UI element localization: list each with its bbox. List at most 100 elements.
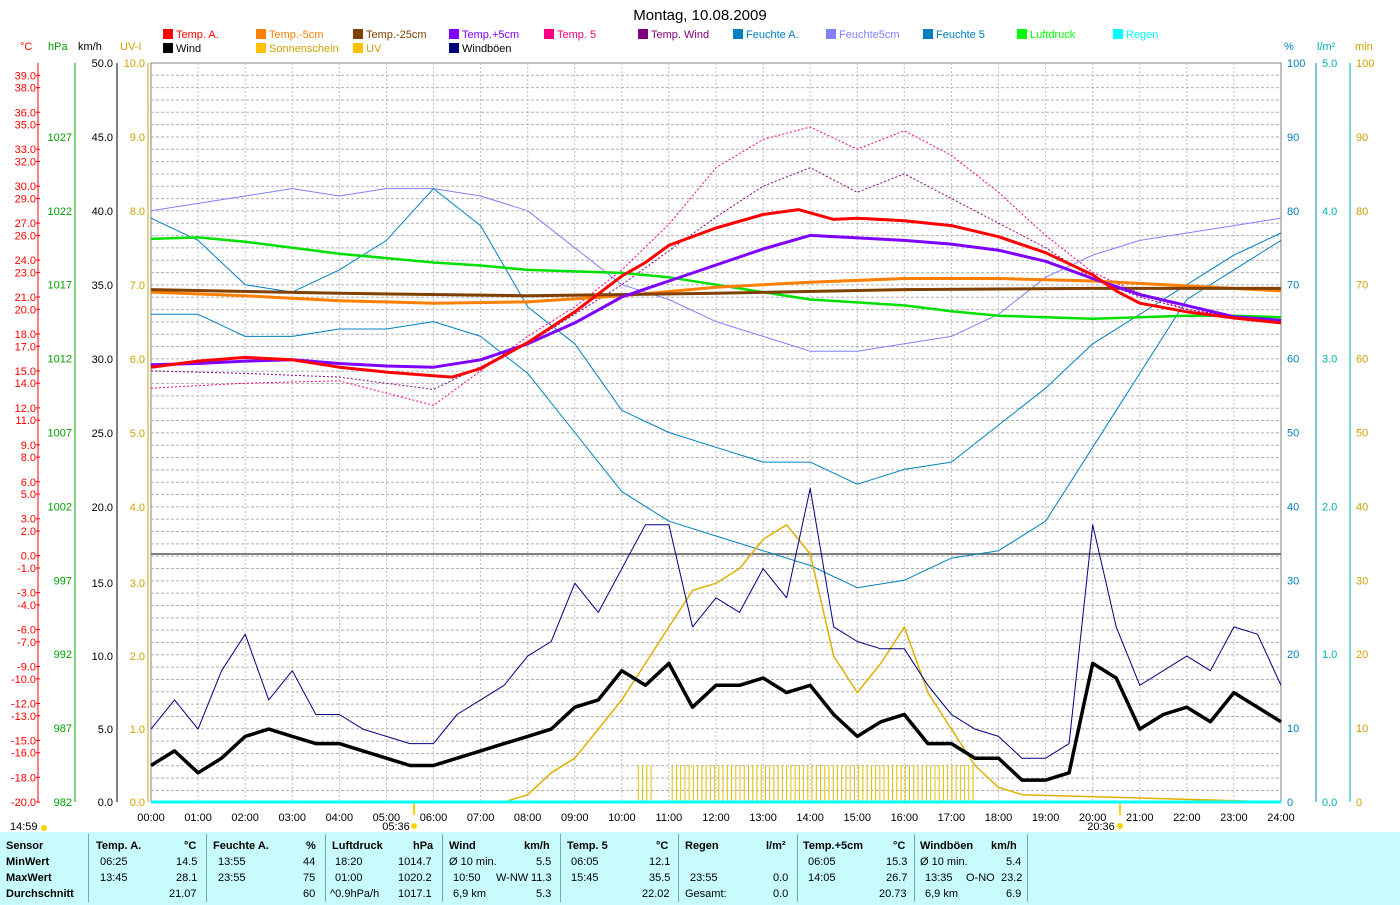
summary-luftdruck-avg: 1017.1: [398, 888, 432, 900]
pressure-tick: 1012: [48, 354, 72, 366]
wind-tick: 10.0: [92, 651, 113, 663]
summary-luftdruck-max-value: 1020.2: [398, 872, 432, 884]
summary-windboeen-unit: km/h: [991, 840, 1017, 852]
summary-temp-p5-max-time: 14:05: [808, 872, 836, 884]
minutes-tick: 40: [1356, 501, 1368, 513]
legend-label: Temp. 5: [557, 29, 596, 41]
sun-icon: [41, 825, 47, 831]
summary-temp-p5-header: Temp.+5cm: [803, 840, 864, 852]
legend: Temp. A. Temp.-5cm Temp.-25cm Temp.+5cm Temp…: [163, 29, 1158, 55]
legend-label: Temp. A.: [176, 29, 219, 41]
series-windb-en: [150, 487, 1282, 759]
temp-tick: -9.0: [17, 662, 36, 674]
temp-tick: 3.0: [21, 514, 36, 526]
sunrise-label: 05:36: [382, 821, 410, 832]
time-tick: 08:00: [514, 812, 542, 824]
wind-tick: 0.0: [98, 797, 113, 809]
time-tick: 03:00: [278, 812, 306, 824]
summary-windboeen-header: Windböen: [920, 840, 974, 852]
time-tick: 14:00: [796, 812, 824, 824]
summary-temp5-header: Temp. 5: [567, 840, 608, 852]
wind-tick: 5.0: [98, 724, 113, 736]
summary-temp-a-header: Temp. A.: [96, 840, 142, 852]
summary-luftdruck-min-value: 1014.7: [398, 856, 432, 868]
humidity-tick: 80: [1287, 206, 1299, 218]
temp-tick: 0.0: [21, 551, 36, 563]
wind-tick: 25.0: [92, 428, 113, 440]
legend-swatch: [163, 43, 173, 53]
series-layer: [150, 126, 1282, 804]
time-tick: 05:00: [373, 812, 401, 824]
minutes-unit: min: [1355, 41, 1373, 53]
summary-windboeen-max-dir: O-NO: [966, 872, 995, 884]
summary-regen-header: Regen: [685, 840, 719, 852]
humidity-tick: 70: [1287, 280, 1299, 292]
summary-feuchte-a-min-value: 44: [303, 856, 316, 868]
time-tick: 00:00: [137, 812, 165, 824]
legend-swatch: [163, 29, 173, 39]
temp-tick: -4.0: [17, 600, 36, 612]
temp-tick: 12.0: [15, 403, 36, 415]
time-tick: 17:00: [938, 812, 966, 824]
minutes-tick: 10: [1356, 723, 1368, 735]
rain-tick: 3.0: [1322, 354, 1337, 366]
temp-tick: 39.0: [15, 70, 36, 82]
summary-feuchte-a-header: Feuchte A.: [213, 840, 269, 852]
rain-tick: 4.0: [1322, 206, 1337, 218]
uv-tick: 4.0: [130, 502, 145, 514]
legend-swatch: [638, 29, 648, 39]
time-tick: 19:00: [1032, 812, 1060, 824]
series-wind: [150, 661, 1282, 782]
time-tick: 02:00: [231, 812, 259, 824]
humidity-tick: 0: [1287, 797, 1293, 809]
time-tick: 16:00: [891, 812, 919, 824]
summary-wind-dist-value: 5.3: [536, 888, 552, 900]
summary-temp-p5-min-value: 15.3: [886, 856, 908, 868]
temp-tick: -16.0: [11, 748, 36, 760]
summary-avg-label: Durchschnitt: [6, 888, 74, 900]
summary-wind-max-dir: W-NW: [496, 872, 529, 884]
legend-label: Temp. Wind: [651, 29, 709, 41]
temp-tick: 6.0: [21, 477, 36, 489]
legend-label: Sonnenschein: [269, 43, 339, 55]
summary-luftdruck-header: Luftdruck: [332, 840, 383, 852]
uv-tick: 10.0: [124, 58, 145, 70]
temp-tick: 36.0: [15, 107, 36, 119]
temp-tick: 26.0: [15, 230, 36, 242]
summary-regen-total-label: Gesamt:: [685, 888, 727, 900]
uv-tick: 5.0: [130, 428, 145, 440]
summary-luftdruck-min-time: 18:20: [335, 856, 363, 868]
temp-tick: -6.0: [17, 625, 36, 637]
summary-temp-a-max-value: 28.1: [176, 872, 198, 884]
temp-tick: -15.0: [11, 735, 36, 747]
series-feuchte5cm: [150, 188, 1282, 352]
minutes-tick: 80: [1356, 206, 1368, 218]
summary-windboeen-avg10-value: 5.4: [1006, 856, 1022, 868]
series-temp-5cm: [150, 233, 1282, 369]
wind-tick: 50.0: [92, 58, 113, 70]
summary-max-label: MaxWert: [6, 872, 52, 884]
time-tick: 11:00: [656, 812, 683, 824]
legend-swatch: [353, 43, 363, 53]
time-tick: 12:00: [702, 812, 730, 824]
summary-feuchte-a-max-value: 75: [303, 872, 316, 884]
wind-unit: km/h: [78, 41, 102, 53]
legend-label: Temp.+5cm: [462, 29, 519, 41]
legend-label: UV: [366, 43, 382, 55]
pressure-tick: 997: [54, 575, 72, 587]
series-temp-25cm: [150, 286, 1281, 298]
temp-tick: 35.0: [15, 120, 36, 132]
humidity-unit: %: [1284, 41, 1294, 53]
wind-tick: 40.0: [92, 206, 113, 218]
uv-tick: 0.0: [130, 797, 145, 809]
summary-feuchte-a-max-time: 23:55: [218, 872, 246, 884]
sunset-label: 20:36: [1087, 821, 1115, 832]
legend-label: Temp.-5cm: [269, 29, 323, 41]
summary-windboeen-dist-value: 6.9: [1006, 888, 1022, 900]
minutes-tick: 100: [1356, 58, 1374, 70]
temp-tick: 27.0: [15, 218, 36, 230]
legend-label: Feuchte A.: [746, 29, 799, 41]
uv-tick: 6.0: [130, 354, 145, 366]
uv-tick: 7.0: [130, 280, 145, 292]
summary-windboeen-dist-label: 6,9 km: [925, 888, 959, 900]
